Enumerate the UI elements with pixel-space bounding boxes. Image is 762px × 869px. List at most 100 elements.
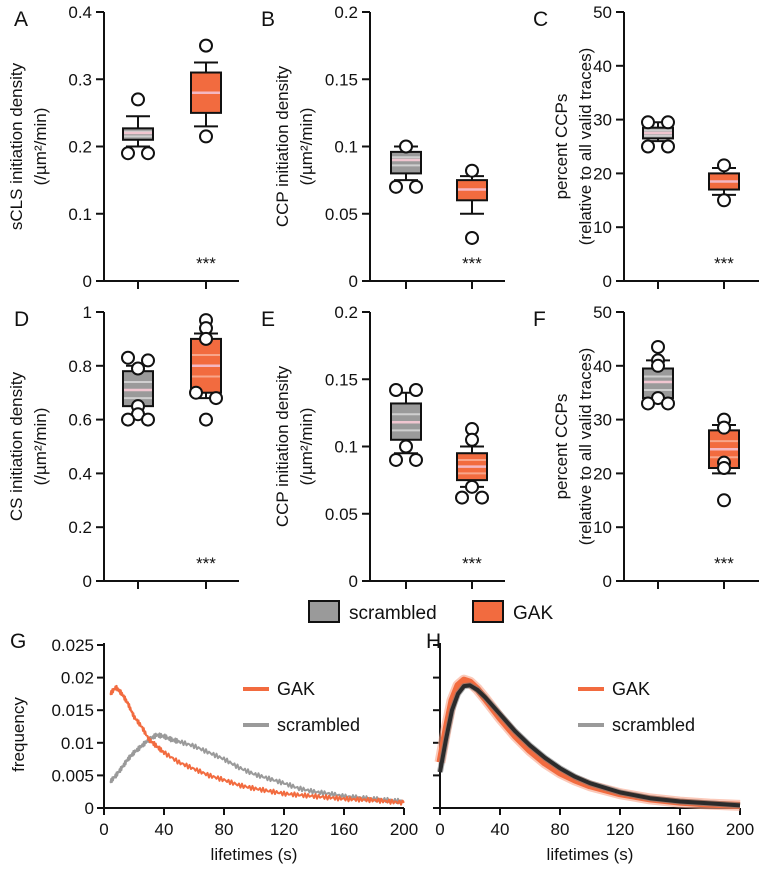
box-gak (455, 422, 489, 505)
x-tick-label: 160 (330, 820, 358, 839)
y-axis-label: (/µm²/min) (31, 108, 50, 186)
box-gak (708, 158, 740, 208)
y-axis-label: CCP initiation density (273, 365, 292, 527)
outlier-point (209, 391, 223, 406)
y-tick-label: 0.1 (68, 205, 92, 224)
outlier-point (409, 452, 423, 467)
panel-D: D CS initiation density (/µm²/min) 0 0.2 0.4 0… (7, 303, 239, 591)
box-gak (189, 313, 223, 427)
y-tick-label: 0 (603, 272, 612, 291)
y-tick-label: 0.4 (68, 3, 92, 22)
outlier-point (465, 163, 479, 178)
outlier-point (199, 129, 213, 144)
box-scrambled (121, 92, 155, 161)
y-tick-label: 0 (349, 272, 358, 291)
x-tick-label: 80 (215, 820, 234, 839)
legend-label: GAK (612, 679, 650, 699)
series-gak (109, 684, 405, 806)
y-tick-label: 0.005 (51, 766, 94, 785)
shared-legend: scrambled GAK (308, 600, 553, 624)
box-scrambled (641, 115, 675, 154)
y-tick-label: 0 (83, 572, 92, 591)
box-scrambled (121, 350, 155, 427)
y-tick-label: 0.4 (68, 464, 92, 483)
y-tick-label: 0.05 (325, 505, 358, 524)
panel-label: C (533, 8, 548, 31)
y-axis-label: percent CCPs (552, 394, 571, 500)
legend-label: GAK (277, 679, 315, 699)
outlier-point (399, 139, 413, 154)
panel-label: H (426, 630, 441, 653)
box-scrambled (641, 339, 675, 411)
legend-label: scrambled (277, 715, 360, 735)
y-tick-label: 10 (593, 218, 612, 237)
outlier-point (409, 179, 423, 194)
outlier-point (199, 38, 213, 53)
panel-label: A (14, 8, 28, 31)
legend-swatch-gak (472, 600, 504, 623)
box-gak (708, 412, 740, 508)
significance-marker: *** (462, 554, 482, 573)
y-axis-label: (/µm²/min) (297, 108, 316, 186)
y-tick-label: 0 (85, 799, 94, 818)
panel-H: H 0 40 80 120 160 200 lifetimes (s) GAK scrambled (426, 630, 754, 864)
y-axis-label: (/µm²/min) (297, 408, 316, 486)
x-tick-label: 40 (155, 820, 174, 839)
y-tick-label: 0.1 (334, 138, 358, 157)
outlier-point (717, 461, 731, 476)
outlier-point (409, 383, 423, 398)
legend-swatch-scrambled (308, 600, 340, 623)
outlier-point (475, 490, 489, 505)
y-tick-label: 0.01 (61, 734, 94, 753)
y-axis-label: (relative to all valid traces) (576, 48, 595, 245)
outlier-point (199, 412, 213, 427)
panel-label: F (533, 308, 546, 331)
y-tick-label: 40 (593, 57, 612, 76)
significance-marker: *** (714, 554, 734, 573)
panel-label: D (14, 308, 29, 331)
series-scrambled (109, 732, 405, 804)
y-tick-label: 0.025 (51, 636, 94, 655)
outlier-point (121, 412, 135, 427)
y-tick-label: 20 (593, 464, 612, 483)
y-tick-label: 0.05 (325, 205, 358, 224)
y-tick-label: 0.3 (68, 70, 92, 89)
outlier-point (131, 92, 145, 107)
y-tick-label: 0.2 (334, 303, 358, 322)
outlier-point (141, 353, 155, 368)
y-axis-label: frequency (9, 697, 28, 772)
y-tick-label: 40 (593, 357, 612, 376)
outlier-point (465, 230, 479, 245)
y-tick-label: 0.15 (325, 70, 358, 89)
outlier-point (455, 490, 469, 505)
y-axis-label: percent CCPs (552, 94, 571, 200)
y-tick-label: 10 (593, 518, 612, 537)
y-tick-label: 50 (593, 3, 612, 22)
outlier-point (121, 146, 135, 161)
y-tick-label: 30 (593, 411, 612, 430)
x-tick-label: 0 (99, 820, 108, 839)
x-tick-label: 200 (726, 820, 754, 839)
box-scrambled (389, 383, 423, 467)
outlier-point (199, 331, 213, 346)
x-tick-label: 120 (606, 820, 634, 839)
y-tick-label: 0 (83, 272, 92, 291)
y-tick-label: 0.1 (334, 438, 358, 457)
y-axis-label: (relative to all valid traces) (576, 348, 595, 545)
panel-E: E CCP initiation density (/µm²/min) 0 0.05 0.… (261, 303, 505, 591)
x-axis-label: lifetimes (s) (211, 845, 298, 864)
x-tick-label: 160 (666, 820, 694, 839)
y-axis-label: (/µm²/min) (31, 408, 50, 486)
y-tick-label: 20 (593, 164, 612, 183)
significance-marker: *** (714, 254, 734, 273)
legend-label-gak: GAK (513, 603, 553, 624)
outlier-point (131, 361, 145, 376)
significance-marker: *** (196, 554, 216, 573)
x-axis-label: lifetimes (s) (547, 845, 634, 864)
box-body (390, 150, 422, 175)
y-tick-label: 0.8 (68, 357, 92, 376)
outlier-point (141, 146, 155, 161)
panel-label: B (261, 8, 275, 31)
